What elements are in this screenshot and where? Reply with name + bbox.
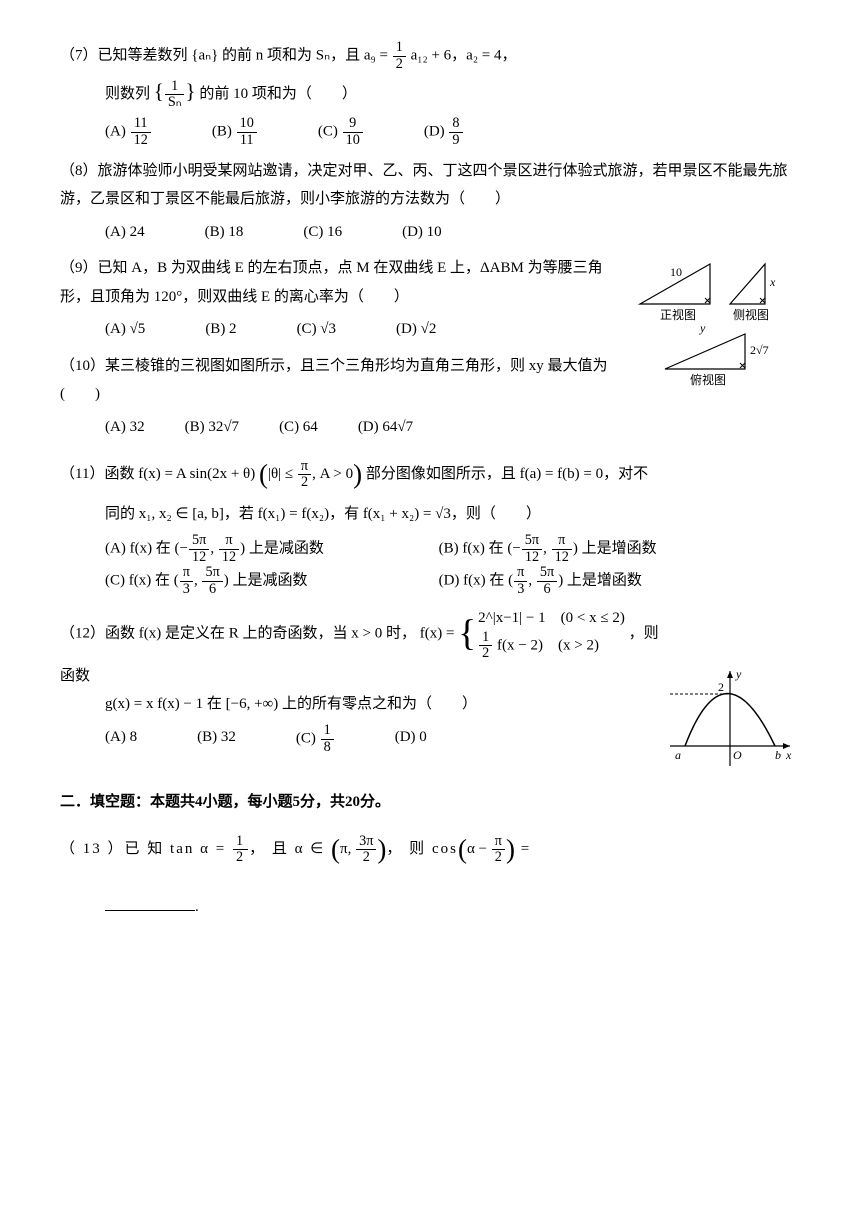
q11-options: (A) f(x) 在 (−5π12, π12) 上是减函数 (B) f(x) 在… bbox=[60, 533, 800, 598]
q12-options: (A) 8 (B) 32 (C) 18 (D) 0 bbox=[60, 723, 660, 755]
q10-label: （10） bbox=[60, 358, 105, 374]
question-8: （8）旅游体验师小明受某网站邀请，决定对甲、乙、丙、丁这四个景区进行体验式旅游，… bbox=[60, 157, 800, 247]
q11-opt-C[interactable]: (C) f(x) 在 (π3, 5π6) 上是减函数 bbox=[105, 565, 439, 597]
question-9: （9）已知 A，B 为双曲线 E 的左右顶点，点 M 在双曲线 E 上，ΔABM… bbox=[60, 254, 630, 344]
q10-options: (A) 32 (B) 32√7 (C) 64 (D) 64√7 bbox=[60, 413, 630, 442]
q7-text1b: a₁₂ + 6，a₂ = 4， bbox=[407, 48, 517, 64]
parabola-graph: x y 2 a b O bbox=[660, 666, 800, 776]
q12-piecewise: { 2^|x−1| − 1 (0 < x ≤ 2) 12 f(x − 2) (x… bbox=[458, 606, 625, 662]
label-top: 俯视图 bbox=[690, 372, 726, 387]
q9-opt-B[interactable]: (B) 2 bbox=[205, 315, 236, 344]
q10-opt-C[interactable]: (C) 64 bbox=[279, 413, 318, 442]
question-10: （10）某三棱锥的三视图如图所示，且三个三角形均为直角三角形，则 xy 最大值为… bbox=[60, 352, 630, 442]
q13-blank-line: . bbox=[60, 893, 800, 922]
q12-opt-B[interactable]: (B) 32 bbox=[197, 723, 236, 755]
q10-opt-A[interactable]: (A) 32 bbox=[105, 413, 145, 442]
q12-text1: 函数 f(x) 是定义在 R 上的奇函数，当 x > 0 时， bbox=[105, 625, 416, 641]
q13-blank[interactable] bbox=[105, 895, 195, 911]
q9-options: (A) √5 (B) 2 (C) √3 (D) √2 bbox=[60, 315, 630, 344]
q9-opt-A[interactable]: (A) √5 bbox=[105, 315, 145, 344]
q10-opt-D[interactable]: (D) 64√7 bbox=[358, 413, 413, 442]
svg-text:a: a bbox=[675, 748, 681, 762]
q7-label: （7） bbox=[60, 48, 98, 64]
q8-options: (A) 24 (B) 18 (C) 16 (D) 10 bbox=[60, 218, 800, 247]
q11-line2: 同的 x₁, x₂ ∈ [a, b]，若 f(x₁) = f(x₂)，有 f(x… bbox=[60, 500, 800, 529]
q10-figure: 10 正视图 x 侧视图 y 2√7 俯视图 bbox=[630, 254, 800, 394]
q11-opt-A[interactable]: (A) f(x) 在 (−5π12, π12) 上是减函数 bbox=[105, 533, 439, 565]
q7-opt-A[interactable]: (A) 1112 bbox=[105, 116, 152, 148]
q12-fx: f(x) = bbox=[420, 625, 458, 641]
question-12: （12）函数 f(x) 是定义在 R 上的奇函数，当 x > 0 时， f(x)… bbox=[60, 606, 660, 756]
q11-opt-D[interactable]: (D) f(x) 在 (π3, 5π6) 上是增函数 bbox=[439, 565, 773, 597]
q7-set-frac: 1Sₙ bbox=[165, 79, 185, 111]
q12-figure: x y 2 a b O bbox=[660, 666, 800, 776]
question-7: （7）已知等差数列 {aₙ} 的前 n 项和为 Sₙ，且 a₉ = 12 a₁₂… bbox=[60, 40, 800, 149]
q9-opt-D[interactable]: (D) √2 bbox=[396, 315, 436, 344]
q8-opt-B[interactable]: (B) 18 bbox=[205, 218, 244, 247]
question-11: （11）函数 f(x) = A sin(2x + θ) (|θ| ≤ π2, A… bbox=[60, 449, 800, 597]
section2-header: 二．填空题：本题共4小题，每小题5分，共20分。 bbox=[60, 788, 800, 817]
label-y: y bbox=[699, 321, 706, 335]
q7-opt-B[interactable]: (B) 1011 bbox=[212, 116, 258, 148]
q12-pw-row2: 12 f(x − 2) (x > 2) bbox=[478, 630, 625, 662]
q9-label: （9） bbox=[60, 260, 98, 276]
svg-text:y: y bbox=[735, 667, 742, 681]
question-13: （ 13 ）已 知 tan α = 12， 且 α ∈ (π, 3π2)， 则 … bbox=[60, 824, 800, 922]
q7-opt-D[interactable]: (D) 89 bbox=[424, 116, 464, 148]
q13-label: （ 13 ） bbox=[60, 841, 125, 857]
q12-opt-A[interactable]: (A) 8 bbox=[105, 723, 137, 755]
q12-opt-D[interactable]: (D) 0 bbox=[395, 723, 427, 755]
q7-set: { bbox=[154, 79, 164, 103]
svg-text:b: b bbox=[775, 748, 781, 762]
label-front: 正视图 bbox=[660, 307, 696, 322]
q7-half: 12 bbox=[393, 40, 406, 72]
label-side: 侧视图 bbox=[733, 307, 769, 322]
q7-options: (A) 1112 (B) 1011 (C) 910 (D) 89 bbox=[60, 116, 800, 148]
label-2r7: 2√7 bbox=[750, 343, 769, 357]
label-10: 10 bbox=[670, 265, 682, 279]
q13-tan-frac: 12 bbox=[233, 834, 248, 866]
q12-label: （12） bbox=[60, 625, 105, 641]
q8-opt-C[interactable]: (C) 16 bbox=[303, 218, 342, 247]
question-12-row: （12）函数 f(x) 是定义在 R 上的奇函数，当 x > 0 时， f(x)… bbox=[60, 606, 800, 776]
q7-text1: 已知等差数列 {aₙ} 的前 n 项和为 Sₙ，且 a₉ = bbox=[98, 48, 392, 64]
q9-q10-row: （9）已知 A，B 为双曲线 E 的左右顶点，点 M 在双曲线 E 上，ΔABM… bbox=[60, 254, 800, 449]
q10-opt-B[interactable]: (B) 32√7 bbox=[185, 413, 239, 442]
q8-label: （8） bbox=[60, 163, 98, 179]
q7-line2: 则数列 {1Sₙ} 的前 10 项和为（ ） bbox=[60, 72, 800, 112]
svg-text:x: x bbox=[785, 748, 792, 762]
q10-text: 某三棱锥的三视图如图所示，且三个三角形均为直角三角形，则 xy 最大值为( ) bbox=[60, 358, 608, 403]
q12-opt-C[interactable]: (C) 18 bbox=[296, 723, 335, 755]
q8-opt-D[interactable]: (D) 10 bbox=[402, 218, 442, 247]
q11-opt-B[interactable]: (B) f(x) 在 (−5π12, π12) 上是增函数 bbox=[439, 533, 773, 565]
svg-text:2: 2 bbox=[718, 680, 724, 694]
q11-text1: 函数 f(x) = A sin(2x + θ) bbox=[104, 466, 259, 482]
label-x: x bbox=[769, 275, 776, 289]
q9-opt-C[interactable]: (C) √3 bbox=[297, 315, 336, 344]
three-view-diagram: 10 正视图 x 侧视图 y 2√7 俯视图 bbox=[630, 254, 800, 394]
q9-text: 已知 A，B 为双曲线 E 的左右顶点，点 M 在双曲线 E 上，ΔABM 为等… bbox=[60, 260, 603, 305]
q8-opt-A[interactable]: (A) 24 bbox=[105, 218, 145, 247]
q12-pw-row1: 2^|x−1| − 1 (0 < x ≤ 2) bbox=[478, 606, 625, 630]
q8-text: 旅游体验师小明受某网站邀请，决定对甲、乙、丙、丁这四个景区进行体验式旅游，若甲景… bbox=[60, 163, 788, 208]
q11-text1b: 部分图像如图所示，且 f(a) = f(b) = 0，对不 bbox=[366, 466, 648, 482]
svg-text:O: O bbox=[733, 748, 742, 762]
q11-label: （11） bbox=[60, 466, 104, 482]
q12-line2: g(x) = x f(x) − 1 在 [−6, +∞) 上的所有零点之和为（ … bbox=[60, 690, 660, 719]
q7-opt-C[interactable]: (C) 910 bbox=[318, 116, 364, 148]
